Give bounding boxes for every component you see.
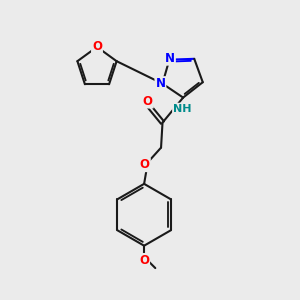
Text: O: O: [92, 40, 102, 53]
Text: O: O: [143, 94, 153, 108]
Text: N: N: [165, 52, 175, 65]
Text: O: O: [140, 158, 150, 171]
Text: O: O: [139, 254, 149, 267]
Text: NH: NH: [173, 103, 191, 114]
Text: N: N: [155, 77, 165, 90]
